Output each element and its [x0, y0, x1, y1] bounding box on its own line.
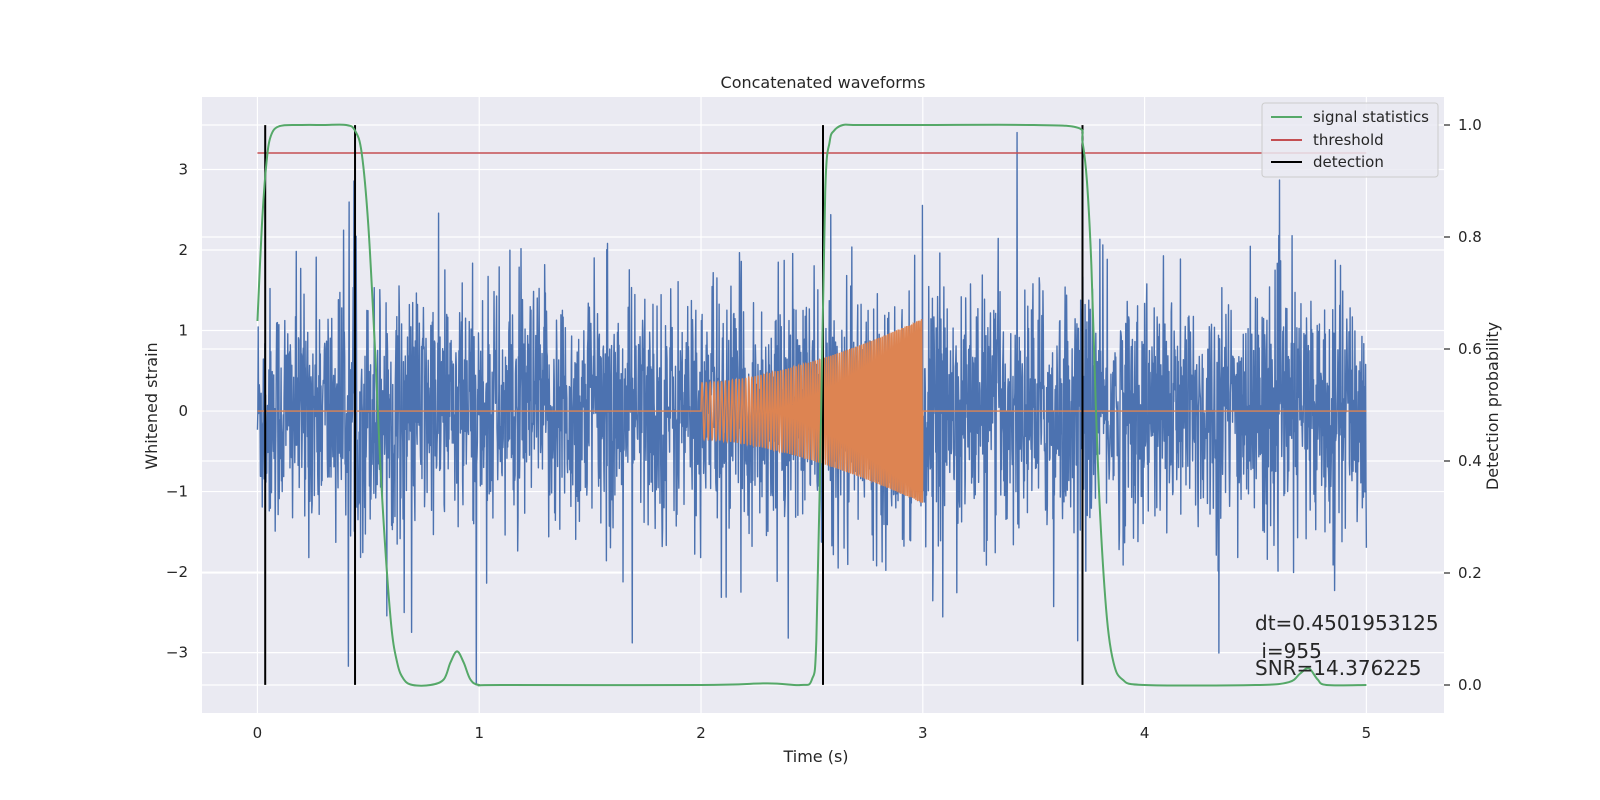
y-tick-label: −2	[166, 563, 188, 581]
annotations: dt=0.4501953125 i=955 SNR=14.376225	[1255, 611, 1439, 680]
y-tick-label: −3	[166, 644, 188, 662]
left-axis: −3 −2 −1 0 1 2 3	[166, 160, 188, 661]
legend: signal statistics threshold detection	[1261, 102, 1439, 178]
plot-series	[256, 123, 1368, 687]
y2-tick-label: 0.8	[1458, 228, 1482, 246]
annotation-index: i=955	[1255, 639, 1322, 663]
right-axis: 0.0 0.2 0.4 0.6 0.8 1.0	[1444, 116, 1482, 694]
y2-tick-label: 0.0	[1458, 676, 1482, 694]
x-axis-label: Time (s)	[782, 747, 848, 766]
x-tick-label: 1	[474, 724, 484, 742]
legend-label-signal-statistics: signal statistics	[1313, 108, 1429, 126]
y-tick-label: 2	[178, 241, 188, 259]
x-tick-label: 3	[918, 724, 928, 742]
annotation-snr: SNR=14.376225	[1255, 656, 1421, 680]
series-line-injected-waveform	[257, 319, 1367, 503]
y2-tick-label: 0.2	[1458, 564, 1482, 582]
x-tick-label: 2	[696, 724, 706, 742]
chart-title: Concatenated waveforms	[721, 73, 926, 92]
y2-axis-label: Detection probability	[1483, 322, 1502, 490]
series-line-whitened-strain	[256, 131, 1368, 686]
series-line-signal-statistics	[256, 123, 1367, 687]
y-tick-label: −1	[166, 483, 188, 501]
y-tick-label: 1	[178, 322, 188, 340]
y-axis-label: Whitened strain	[142, 342, 161, 469]
y2-tick-label: 0.4	[1458, 452, 1482, 470]
y2-tick-label: 1.0	[1458, 116, 1482, 134]
y-tick-label: 0	[178, 402, 188, 420]
legend-label-threshold: threshold	[1313, 131, 1384, 149]
x-tick-label: 4	[1140, 724, 1150, 742]
bottom-axis: 0 1 2 3 4 5	[253, 724, 1371, 742]
y-tick-label: 3	[178, 160, 188, 178]
legend-label-detection: detection	[1313, 153, 1384, 171]
y2-tick-label: 0.6	[1458, 340, 1482, 358]
annotation-dt: dt=0.4501953125	[1255, 611, 1439, 635]
x-tick-label: 5	[1362, 724, 1372, 742]
legend-box	[1261, 102, 1439, 178]
x-tick-label: 0	[253, 724, 263, 742]
